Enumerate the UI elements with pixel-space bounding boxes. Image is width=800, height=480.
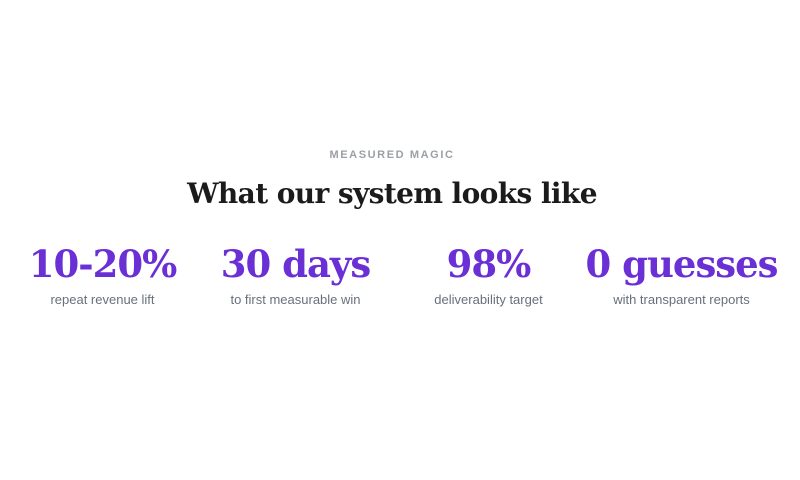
- stats-row: 10-20% repeat revenue lift 30 days to fi…: [6, 242, 779, 308]
- stat-label: with transparent reports: [613, 292, 750, 307]
- stat-repeat-revenue: 10-20% repeat revenue lift: [6, 242, 199, 308]
- section-eyebrow: MEASURED MAGIC: [329, 149, 455, 161]
- page-title: What our system looks like: [187, 177, 597, 210]
- stat-value: 0 guesses: [585, 242, 779, 286]
- stat-label: to first measurable win: [230, 292, 361, 307]
- stats-section: MEASURED MAGIC What our system looks lik…: [6, 0, 779, 308]
- stat-value: 98%: [446, 242, 532, 286]
- stat-transparent-reports: 0 guesses with transparent reports: [585, 242, 779, 308]
- stat-label: deliverability target: [434, 292, 543, 307]
- stat-deliverability: 98% deliverability target: [392, 242, 585, 308]
- stat-value: 10-20%: [28, 242, 178, 286]
- stat-label: repeat revenue lift: [50, 292, 155, 307]
- stat-first-win: 30 days to first measurable win: [199, 242, 392, 308]
- stat-value: 30 days: [220, 242, 372, 286]
